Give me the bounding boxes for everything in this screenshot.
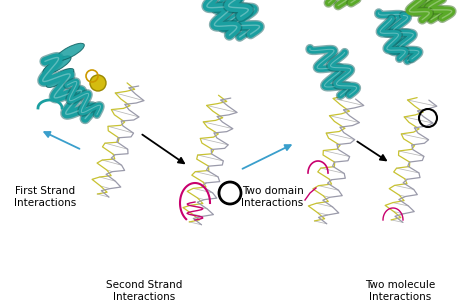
Ellipse shape bbox=[43, 56, 71, 74]
Text: Second Strand
Interactions: Second Strand Interactions bbox=[106, 280, 183, 302]
Text: Two domain
Interactions: Two domain Interactions bbox=[241, 186, 304, 208]
Text: First Strand
Interactions: First Strand Interactions bbox=[14, 186, 76, 208]
Ellipse shape bbox=[55, 43, 84, 61]
Ellipse shape bbox=[46, 68, 74, 87]
Circle shape bbox=[90, 75, 106, 91]
Text: Two molecule
Interactions: Two molecule Interactions bbox=[365, 280, 436, 302]
